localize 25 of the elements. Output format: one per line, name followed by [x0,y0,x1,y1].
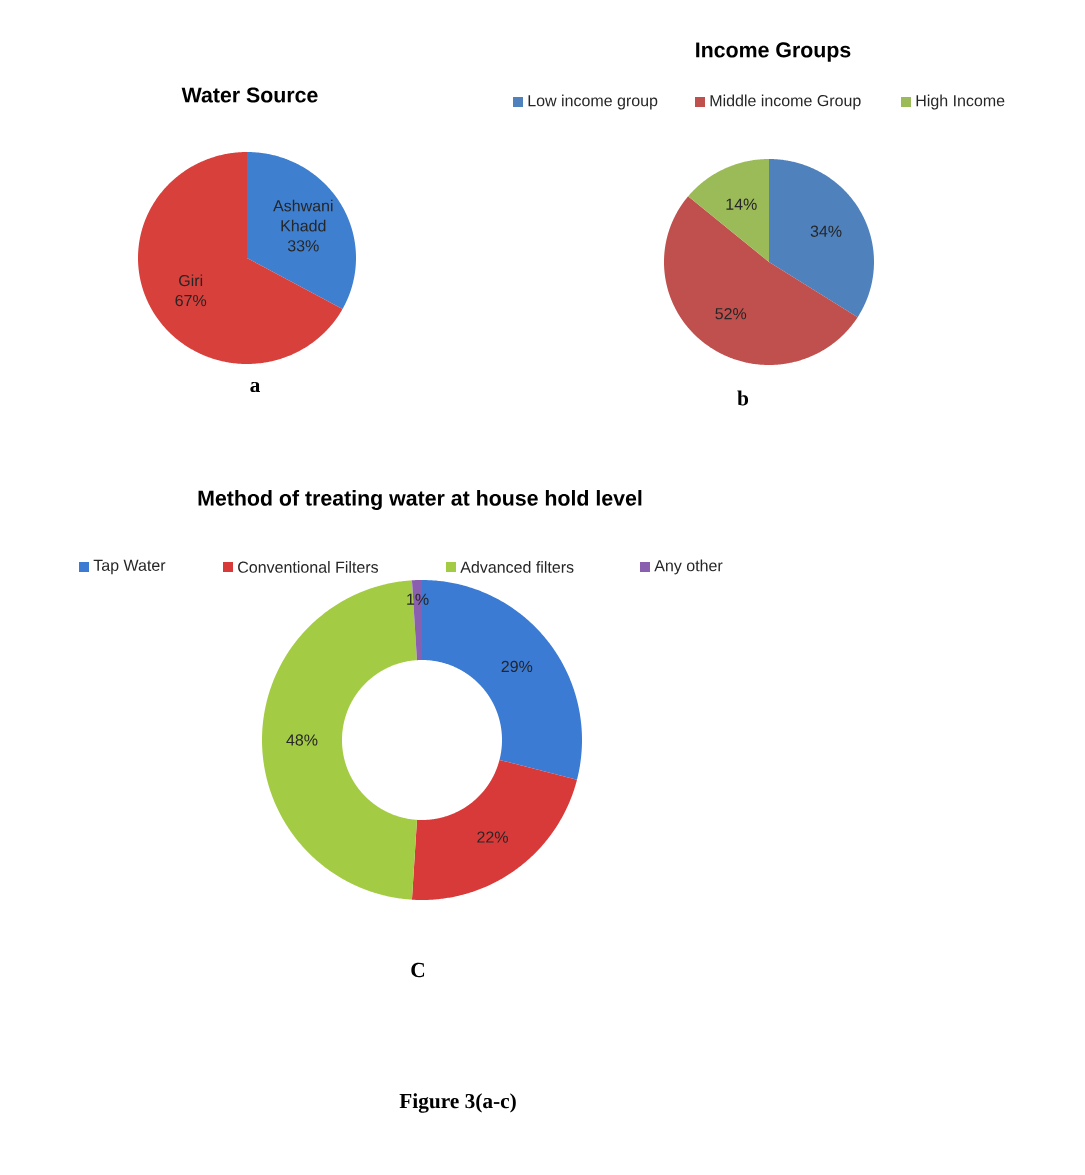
slice-label: Ashwani Khadd [273,199,333,232]
text: a [250,381,261,393]
legend-label: Middle income Group [710,94,861,110]
legend-label: Conventional Filters [238,561,379,573]
data-label: 52% [715,308,747,320]
data-label: 48% [286,734,318,746]
slice-label: Giri [179,274,203,287]
text: C [411,962,425,978]
caption: Figure 3(a-c) [399,1093,516,1113]
text: b [737,390,749,406]
chart-title: Method of treating water at house hold level [198,490,642,510]
legend-label: High Income [916,94,1005,110]
legend-label: Advanced filters [460,561,574,573]
data-label: 33% [287,240,319,252]
data-label: 1% [407,593,429,605]
legend-label: Tap Water [93,559,166,575]
data-label: 14% [726,198,757,210]
legend-label: Any other [654,559,723,575]
data-label: 67% [175,294,207,307]
legend-label: Low income group [528,94,658,110]
data-label: 22% [477,831,508,843]
data-label: 34% [810,225,842,237]
data-label: 29% [501,660,533,673]
chart-title: Water Source [181,87,318,103]
chart-title: Income Groups [696,42,851,62]
